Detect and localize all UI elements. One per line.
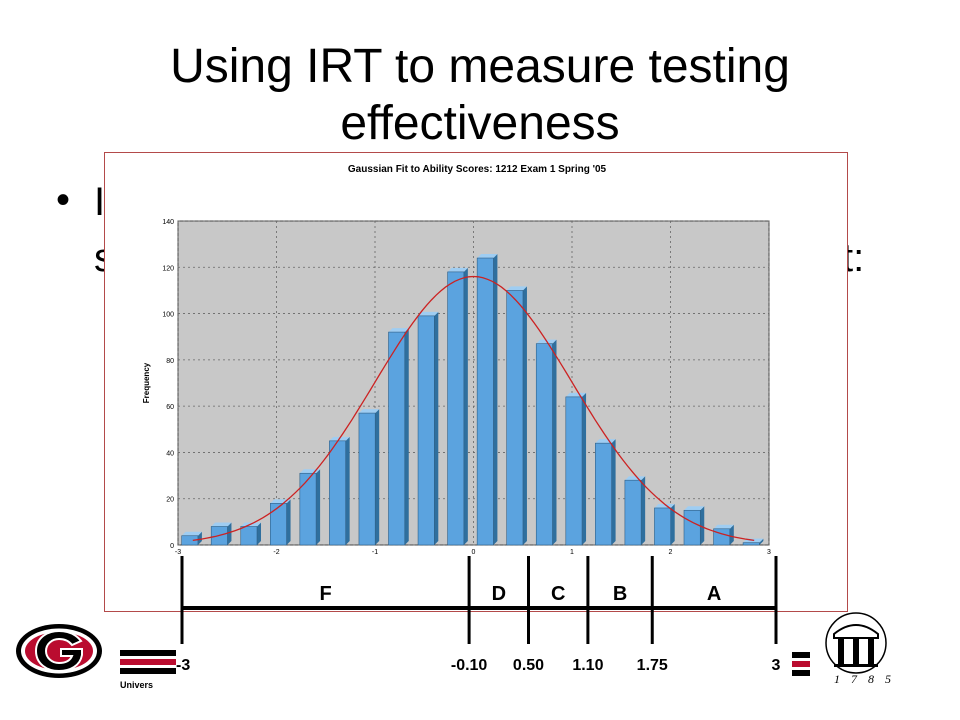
bar-side (641, 476, 646, 545)
grade-letter: D (492, 583, 506, 605)
bar-side (611, 439, 616, 545)
footer-stripes-right (792, 652, 810, 676)
bar-top (418, 311, 439, 316)
footer-stripes-left (120, 650, 176, 674)
grade-scale: -3 -0.10 0.50 1.10 1.75 3 F D C B A (176, 556, 781, 674)
bar (447, 271, 465, 546)
grade-letter: C (551, 583, 565, 605)
bar-side (552, 339, 557, 545)
bar (358, 412, 376, 546)
grade-letter: A (707, 583, 721, 605)
bar-side (286, 499, 291, 545)
x-tick-label: 3 (767, 549, 771, 556)
bar-top (624, 476, 646, 481)
chart-frame: Gaussian Fit to Ability Scores: 1212 Exa… (104, 152, 848, 612)
grade-boundary-label: 0.50 (513, 657, 544, 674)
bar-side (670, 503, 675, 545)
slide-title-line1: Using IRT to measure testing (170, 40, 790, 93)
bar-top (713, 524, 734, 529)
bar (535, 343, 553, 546)
bar (595, 442, 612, 546)
x-tick-label: 1 (570, 549, 574, 556)
bar-side (375, 409, 380, 545)
bar (742, 542, 760, 546)
x-tick-label: -2 (273, 549, 279, 556)
bar (683, 509, 701, 546)
histogram-chart: Gaussian Fit to Ability Scores: 1212 Exa… (142, 164, 771, 556)
grade-letter: F (319, 583, 331, 605)
bar-top (654, 503, 675, 508)
y-tick-label: 40 (166, 450, 174, 457)
y-tick-label: 80 (166, 358, 174, 365)
bar-top (358, 409, 380, 414)
y-tick-label: 60 (166, 404, 174, 411)
grade-boundary-label: 1.75 (637, 657, 668, 674)
bar-top (683, 506, 705, 511)
bar (181, 535, 199, 546)
bar-top (181, 531, 202, 536)
bar (713, 528, 731, 546)
bar (654, 507, 672, 546)
chart-title: Gaussian Fit to Ability Scores: 1212 Exa… (348, 164, 607, 175)
x-tick-label: 0 (472, 549, 476, 556)
bar-side (345, 436, 350, 545)
bar (565, 396, 583, 546)
bar (417, 315, 435, 546)
bar-top (477, 254, 498, 259)
gaussian-fit-line (192, 275, 755, 542)
bar-top (506, 286, 527, 291)
slide-title: Using IRT to measure testing effectivene… (0, 38, 960, 152)
bar-side (759, 538, 764, 545)
x-tick-label: 2 (669, 549, 673, 556)
y-tick-label: 100 (162, 312, 174, 319)
bar (299, 472, 317, 546)
bar-side (522, 286, 527, 545)
arch-logo-year: 1 7 8 5 (834, 672, 895, 686)
bar-side (197, 531, 202, 545)
x-tick-label: -1 (372, 549, 378, 556)
grade-boundary-label: -0.10 (451, 657, 488, 674)
y-tick-label: 20 (166, 497, 174, 504)
bar (329, 440, 346, 546)
bar-side (434, 311, 439, 545)
bar (388, 331, 406, 546)
bullet-text: I (94, 180, 106, 224)
y-tick-label: 0 (170, 543, 174, 550)
bar-side (582, 392, 587, 545)
bar-top (211, 522, 232, 527)
footer-university-text: Univers (120, 680, 154, 690)
grade-boundary-label: -3 (176, 657, 190, 674)
arch-logo (825, 612, 887, 674)
y-tick-label: 140 (162, 219, 174, 226)
grade-boundary-label: 1.10 (572, 657, 603, 674)
grade-boundary-label: 3 (772, 657, 781, 674)
slide-title-line2: effectiveness (340, 97, 620, 150)
y-axis-label: Frequency (142, 362, 151, 403)
bullet-dot: • (56, 178, 71, 222)
bar-side (316, 469, 321, 545)
x-tick-label: -3 (175, 549, 181, 556)
bar-side (257, 522, 262, 545)
bar (506, 290, 524, 546)
bar (240, 526, 258, 546)
g-logo (16, 624, 102, 678)
bar (624, 479, 642, 546)
bar-side (463, 267, 468, 545)
bar-side (729, 524, 734, 545)
bar-side (227, 522, 232, 545)
bar-side (493, 254, 498, 545)
y-tick-label: 120 (162, 265, 174, 272)
bar (269, 503, 287, 546)
bar-side (404, 328, 409, 545)
bar-top (388, 328, 409, 333)
grade-letter: B (613, 583, 627, 605)
bar (476, 257, 494, 546)
bar-top (270, 499, 291, 504)
bar-side (700, 506, 705, 545)
bar-top (447, 267, 468, 272)
